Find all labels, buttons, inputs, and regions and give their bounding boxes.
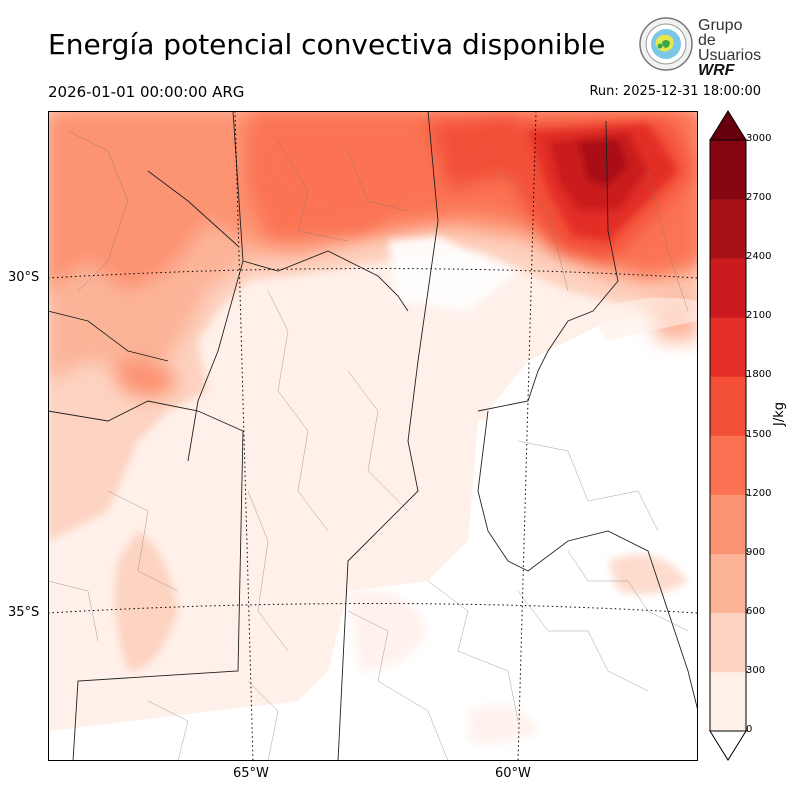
cape-map	[48, 111, 698, 761]
colorbar-band	[710, 612, 746, 673]
colorbar-tick-label: 1200	[746, 487, 772, 499]
run-time-label: Run: 2025-12-31 18:00:00	[589, 84, 761, 99]
department-boundaries	[48, 130, 689, 761]
colorbar-tick-label: 2700	[746, 192, 772, 204]
colorbar-band	[710, 140, 746, 200]
colorbar-tick-label: 1500	[746, 428, 772, 440]
colorbar-tick-label: 600	[746, 605, 766, 617]
colorbar-tick-marks	[746, 139, 748, 732]
colorbar-extend-max	[709, 110, 747, 141]
map-border	[48, 111, 698, 761]
colorbar	[709, 110, 748, 761]
valid-time-label: 2026-01-01 00:00:00 ARG	[48, 83, 245, 101]
lat-label-30s: 30°S	[8, 270, 40, 285]
colorbar-band	[710, 553, 746, 614]
colorbar-extend-min	[709, 730, 747, 761]
logo-line-3: WRF	[698, 62, 735, 79]
graticule	[48, 111, 698, 761]
colorbar-band	[710, 435, 746, 495]
globe-icon	[639, 17, 693, 71]
logo-line-1: Grupo de	[698, 17, 743, 49]
colorbar-tick-label: 2400	[746, 251, 772, 263]
cape-field	[48, 111, 698, 761]
colorbar-unit-label: J/kg	[772, 402, 787, 426]
colorbar-tick-label: 1800	[746, 369, 772, 381]
colorbar-tick-label: 2100	[746, 310, 772, 322]
colorbar-tick-label: 300	[746, 664, 766, 676]
wrf-users-logo: Grupo de Usuarios WRF	[638, 16, 762, 79]
lat-label-35s: 35°S	[8, 605, 40, 620]
colorbar-tick-label: 3000	[746, 133, 772, 144]
chart-title: Energía potencial convectiva disponible	[48, 28, 606, 61]
logo-line-2: Usuarios	[698, 47, 762, 64]
colorbar-tick-label: 0	[746, 724, 753, 735]
colorbar-frame	[709, 139, 747, 732]
lon-label-65w: 65°W	[233, 766, 269, 781]
colorbar-band	[710, 376, 746, 436]
colorbar-band	[710, 258, 746, 318]
cape-band-2100	[528, 123, 678, 241]
colorbar-band	[710, 671, 746, 732]
province-boundaries	[48, 111, 698, 761]
colorbar-band	[710, 494, 746, 554]
colorbar-tick-label: 900	[746, 546, 766, 558]
colorbar-bands	[710, 140, 746, 732]
colorbar-band	[710, 199, 746, 259]
lon-label-60w: 60°W	[495, 766, 531, 781]
colorbar-band	[710, 317, 746, 377]
